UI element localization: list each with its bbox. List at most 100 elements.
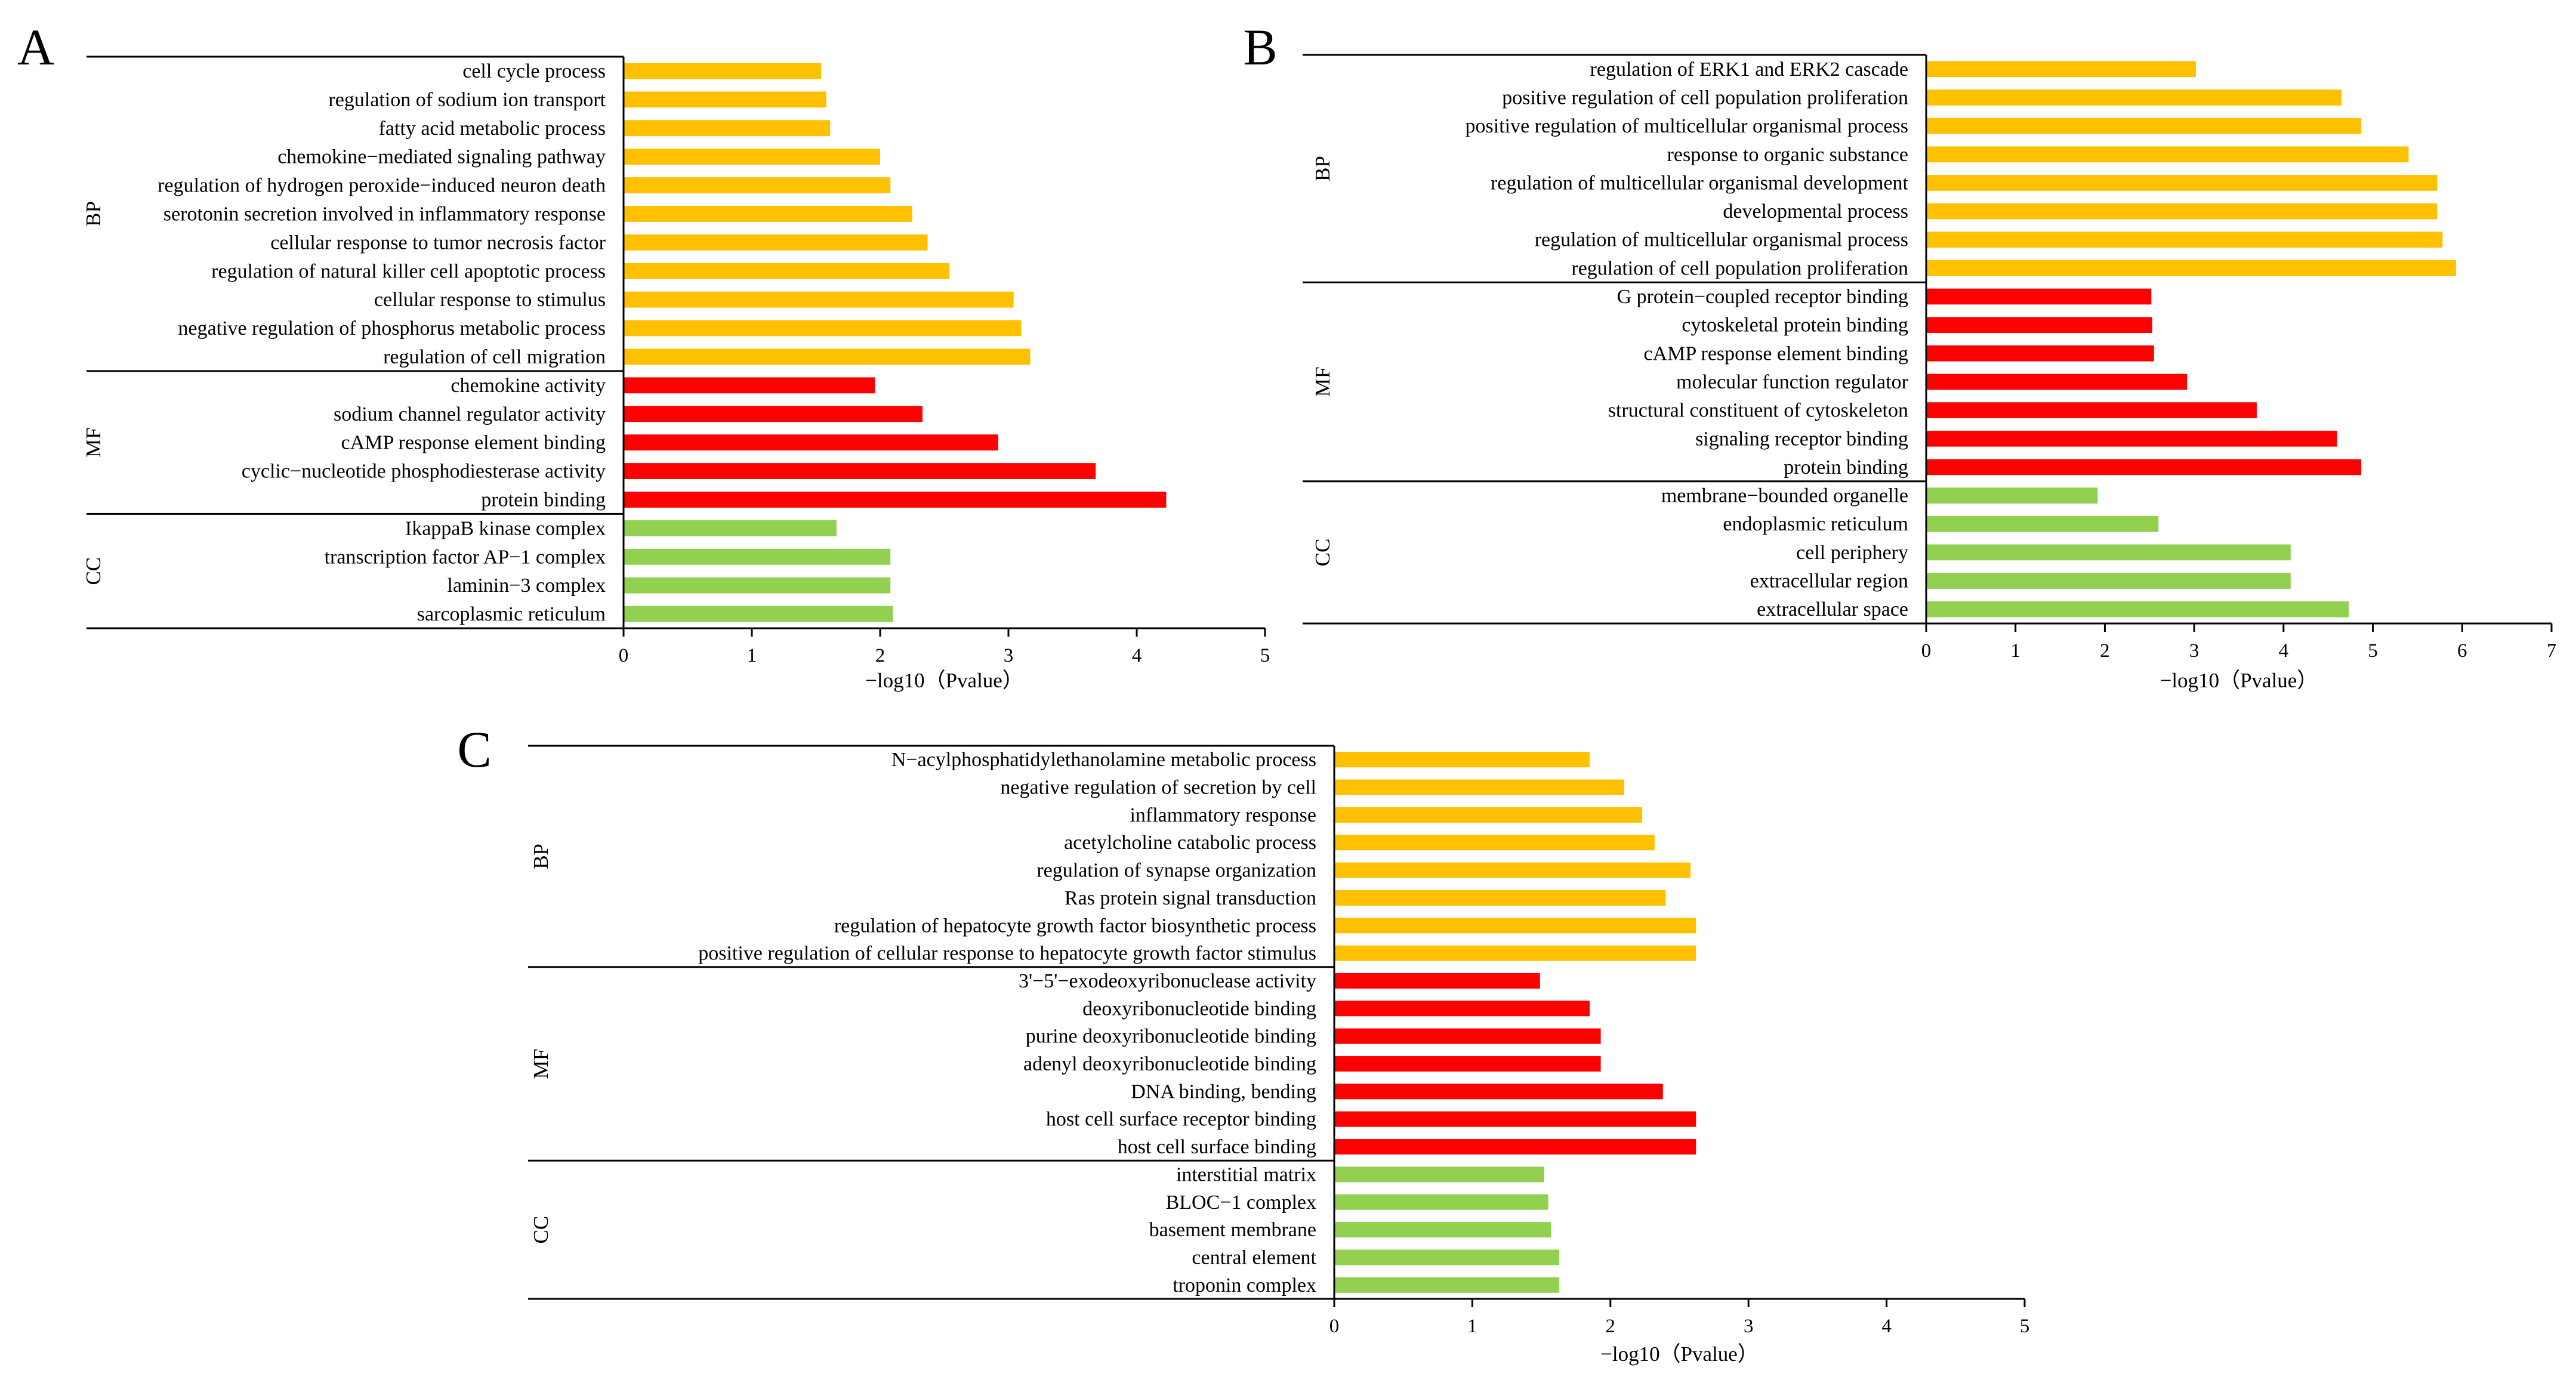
bar-b-protein-binding — [1926, 459, 2362, 476]
category-label-c-positive-regulation-of-cellular-response-to-hepatocyte-growth-factor-stimulus: positive regulation of cellular response… — [698, 943, 1316, 965]
category-label-b-protein-binding: protein binding — [1784, 456, 1908, 478]
bar-b-extracellular-region — [1926, 573, 2291, 589]
panel-a-letter: A — [17, 18, 54, 76]
category-label-b-cell-periphery: cell periphery — [1796, 542, 1908, 564]
bar-a-chemokine-mediated-signaling-pathway — [624, 149, 880, 165]
category-label-b-camp-response-element-binding: cAMP response element binding — [1644, 342, 1909, 365]
x-tick-label-b-2: 2 — [2100, 640, 2110, 662]
bar-b-regulation-of-cell-population-proliferation — [1926, 260, 2456, 276]
category-label-b-regulation-of-multicellular-organismal-process: regulation of multicellular organismal p… — [1535, 229, 1908, 251]
x-axis-title-a: −log10（Pvalue） — [865, 669, 1023, 692]
bar-c-purine-deoxyribonucleotide-binding — [1334, 1028, 1601, 1044]
bar-c-interstitial-matrix — [1334, 1166, 1544, 1183]
category-label-c-n-acylphosphatidylethanolamine-metabolic-process: N−acylphosphatidylethanolamine metabolic… — [891, 749, 1316, 771]
group-label-c-bp: BP — [529, 844, 553, 869]
category-label-b-regulation-of-cell-population-proliferation: regulation of cell population proliferat… — [1571, 257, 1908, 279]
category-label-a-laminin-3-complex: laminin−3 complex — [447, 575, 606, 597]
bar-a-transcription-factor-ap-1-complex — [624, 548, 891, 565]
bar-a-regulation-of-hydrogen-peroxide-induced-neuron-death — [624, 177, 891, 193]
panel-c-chart: C N−acylphosphatidylethanolamine metaboli… — [457, 721, 2029, 1366]
panel-c-letter: C — [457, 721, 491, 778]
group-label-a-cc: CC — [82, 557, 105, 585]
bar-a-regulation-of-natural-killer-cell-apoptotic-process — [624, 263, 950, 279]
category-label-a-sodium-channel-regulator-activity: sodium channel regulator activity — [334, 403, 606, 425]
x-tick-label-c-2: 2 — [1606, 1316, 1616, 1337]
category-label-c-purine-deoxyribonucleotide-binding: purine deoxyribonucleotide binding — [1026, 1026, 1316, 1048]
category-label-a-cellular-response-to-stimulus: cellular response to stimulus — [374, 289, 606, 311]
bar-a-cyclic-nucleotide-phosphodiesterase-activity — [624, 463, 1096, 479]
x-tick-label-b-0: 0 — [1921, 640, 1932, 662]
category-label-c-interstitial-matrix: interstitial matrix — [1176, 1163, 1316, 1185]
bar-c-n-acylphosphatidylethanolamine-metabolic-process — [1334, 752, 1590, 768]
category-label-a-regulation-of-natural-killer-cell-apoptotic-process: regulation of natural killer cell apopto… — [211, 260, 606, 282]
category-label-a-chemokine-activity: chemokine activity — [451, 375, 606, 397]
bar-c-regulation-of-synapse-organization — [1334, 862, 1691, 878]
bar-a-protein-binding — [624, 492, 1167, 508]
bar-a-ikappab-kinase-complex — [624, 520, 837, 536]
category-label-a-transcription-factor-ap-1-complex: transcription factor AP−1 complex — [325, 546, 606, 568]
group-label-c-mf: MF — [529, 1049, 553, 1079]
category-label-c-acetylcholine-catabolic-process: acetylcholine catabolic process — [1064, 832, 1316, 854]
category-label-b-regulation-of-erk1-and-erk2-cascade: regulation of ERK1 and ERK2 cascade — [1590, 58, 1908, 81]
category-label-c-adenyl-deoxyribonucleotide-binding: adenyl deoxyribonucleotide binding — [1023, 1053, 1316, 1075]
category-label-c-troponin-complex: troponin complex — [1173, 1274, 1316, 1296]
category-label-c-regulation-of-synapse-organization: regulation of synapse organization — [1036, 860, 1316, 882]
bar-a-laminin-3-complex — [624, 577, 891, 594]
group-label-c-cc: CC — [529, 1216, 553, 1244]
x-tick-label-a-3: 3 — [1004, 645, 1014, 666]
bar-a-regulation-of-sodium-ion-transport — [624, 91, 826, 108]
x-tick-label-a-0: 0 — [619, 645, 629, 666]
bar-c-inflammatory-response — [1334, 807, 1643, 823]
x-tick-label-c-3: 3 — [1744, 1316, 1754, 1337]
x-tick-label-a-5: 5 — [1260, 645, 1270, 666]
category-label-b-positive-regulation-of-multicellular-organismal-process: positive regulation of multicellular org… — [1466, 115, 1908, 137]
x-tick-label-c-0: 0 — [1329, 1316, 1340, 1337]
category-label-c-deoxyribonucleotide-binding: deoxyribonucleotide binding — [1082, 998, 1316, 1020]
bar-c-adenyl-deoxyribonucleotide-binding — [1334, 1056, 1601, 1072]
category-label-a-regulation-of-sodium-ion-transport: regulation of sodium ion transport — [328, 89, 606, 111]
category-label-b-molecular-function-regulator: molecular function regulator — [1676, 371, 1909, 393]
group-label-b-cc: CC — [1311, 539, 1334, 567]
bar-b-signaling-receptor-binding — [1926, 430, 2337, 447]
bar-a-regulation-of-cell-migration — [624, 348, 1031, 365]
x-tick-label-b-3: 3 — [2189, 640, 2199, 662]
bar-a-camp-response-element-binding — [624, 434, 998, 451]
bar-a-sodium-channel-regulator-activity — [624, 406, 923, 422]
category-label-b-g-protein-coupled-receptor-binding: G protein−coupled receptor binding — [1617, 286, 1908, 308]
category-label-a-regulation-of-cell-migration: regulation of cell migration — [383, 346, 606, 368]
bar-c-3-5-exodeoxyribonuclease-activity — [1334, 973, 1540, 989]
x-tick-label-b-7: 7 — [2547, 640, 2557, 662]
category-label-a-camp-response-element-binding: cAMP response element binding — [341, 432, 606, 454]
x-tick-label-b-4: 4 — [2279, 640, 2289, 662]
bar-a-serotonin-secretion-involved-in-inflammatory-response — [624, 206, 912, 222]
category-label-a-regulation-of-hydrogen-peroxide-induced-neuron-death: regulation of hydrogen peroxide−induced … — [158, 175, 606, 197]
panel-b-letter: B — [1243, 18, 1277, 76]
category-label-c-dna-binding-bending: DNA binding, bending — [1131, 1080, 1316, 1103]
bar-b-response-to-organic-substance — [1926, 146, 2409, 163]
bar-a-cellular-response-to-tumor-necrosis-factor — [624, 234, 928, 251]
bar-c-positive-regulation-of-cellular-response-to-hepatocyte-growth-factor-stimulus — [1334, 945, 1696, 961]
bar-c-deoxyribonucleotide-binding — [1334, 1001, 1590, 1017]
bar-b-cell-periphery — [1926, 544, 2291, 561]
bar-b-regulation-of-multicellular-organismal-development — [1926, 175, 2438, 191]
x-tick-label-a-1: 1 — [747, 645, 757, 666]
bar-a-chemokine-activity — [624, 377, 875, 394]
bar-c-regulation-of-hepatocyte-growth-factor-biosynthetic-process — [1334, 918, 1696, 934]
x-tick-label-b-1: 1 — [2010, 640, 2020, 662]
group-label-a-mf: MF — [82, 427, 105, 458]
bar-c-bloc-1-complex — [1334, 1194, 1548, 1210]
bar-b-molecular-function-regulator — [1926, 373, 2188, 390]
category-label-b-developmental-process: developmental process — [1723, 200, 1908, 223]
x-tick-label-a-4: 4 — [1132, 645, 1142, 666]
x-tick-label-c-4: 4 — [1881, 1316, 1892, 1337]
bar-c-central-element — [1334, 1249, 1560, 1265]
category-label-c-ras-protein-signal-transduction: Ras protein signal transduction — [1065, 887, 1316, 909]
bar-c-troponin-complex — [1334, 1277, 1560, 1293]
category-label-c-negative-regulation-of-secretion-by-cell: negative regulation of secretion by cell — [1000, 777, 1316, 799]
category-label-b-response-to-organic-substance: response to organic substance — [1667, 144, 1908, 166]
category-label-c-regulation-of-hepatocyte-growth-factor-biosynthetic-process: regulation of hepatocyte growth factor b… — [834, 915, 1316, 937]
group-label-b-bp: BP — [1311, 156, 1334, 181]
category-label-a-negative-regulation-of-phosphorus-metabolic-process: negative regulation of phosphorus metabo… — [178, 317, 606, 339]
bar-b-membrane-bounded-organelle — [1926, 487, 2098, 504]
bar-a-negative-regulation-of-phosphorus-metabolic-process — [624, 320, 1022, 336]
